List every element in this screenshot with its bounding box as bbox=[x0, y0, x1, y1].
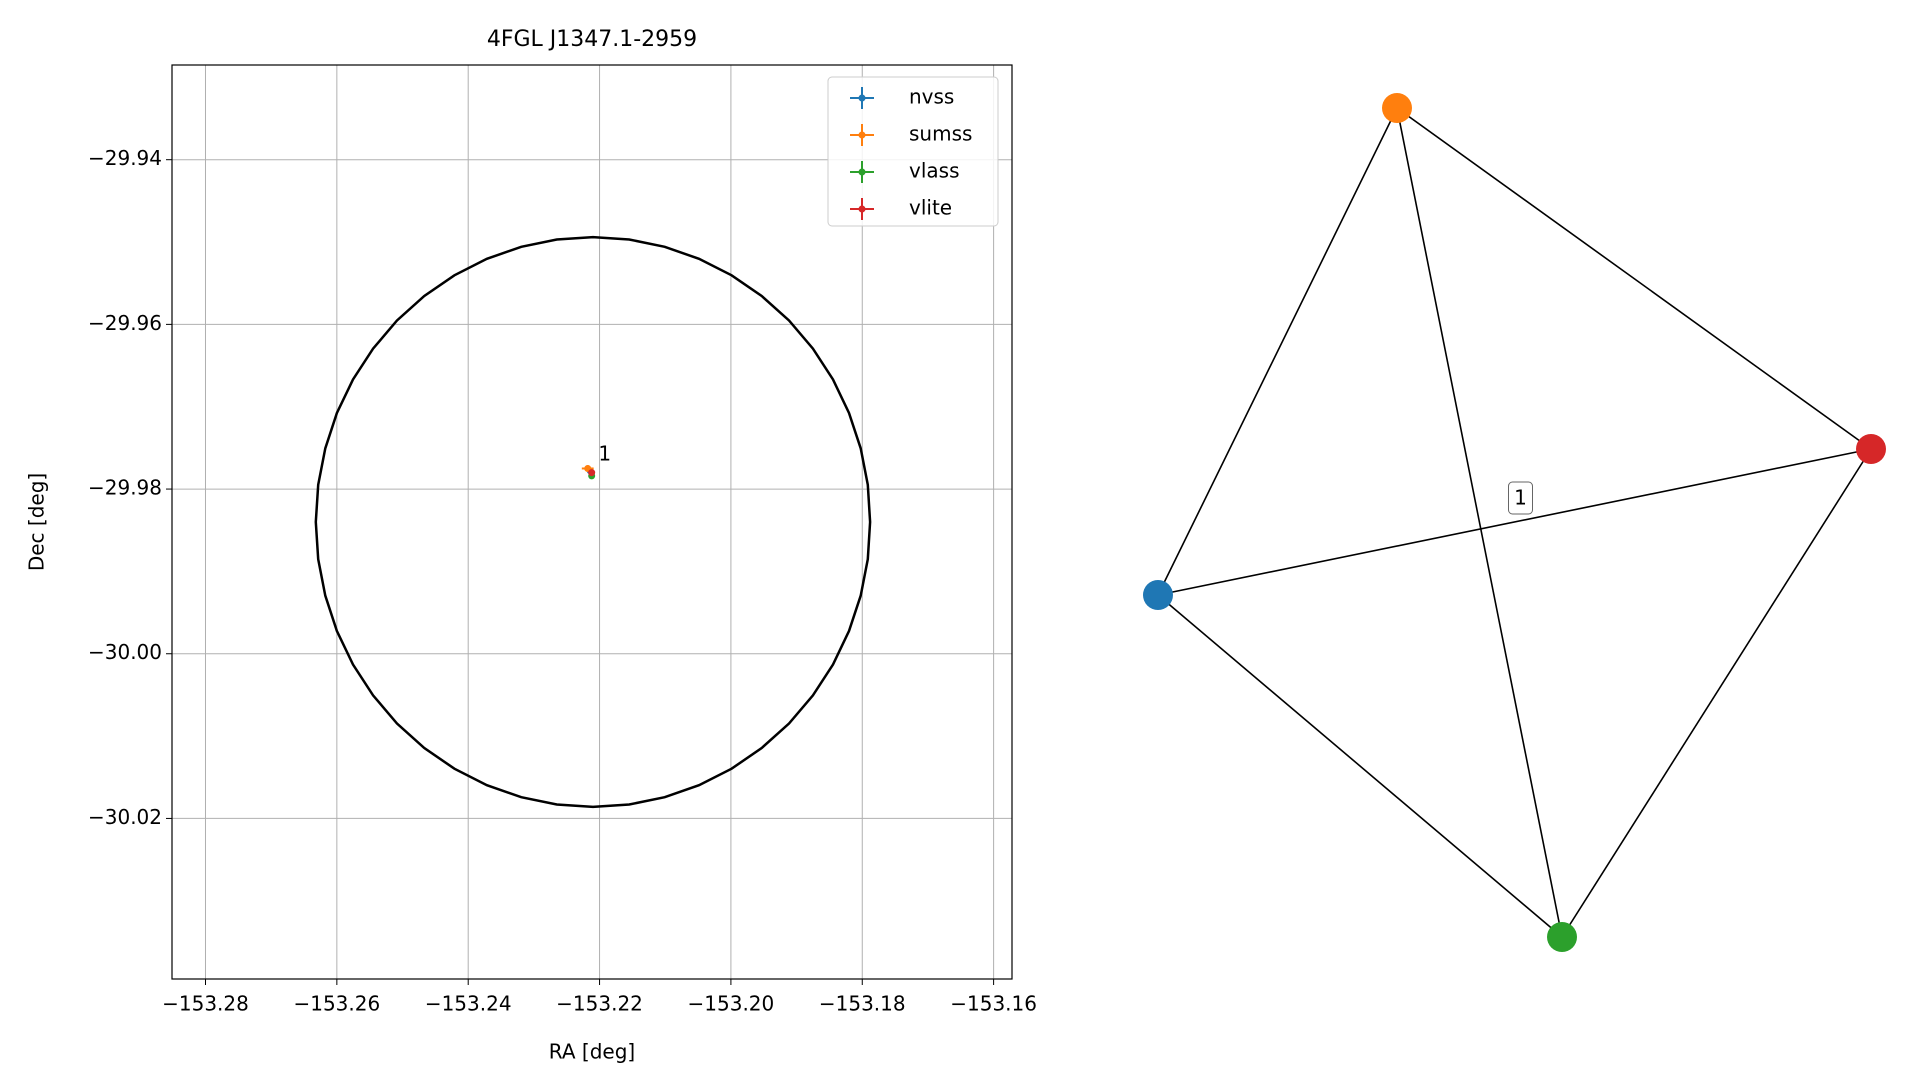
graph-edge bbox=[1157, 448, 1872, 596]
y-tick-label: −30.00 bbox=[88, 640, 162, 664]
axes-frame bbox=[171, 64, 1013, 980]
point bbox=[588, 469, 596, 477]
legend-label: vlite bbox=[909, 196, 952, 220]
graph-node bbox=[1143, 580, 1173, 610]
edge-label-box bbox=[1508, 481, 1533, 515]
graph-edge bbox=[1157, 107, 1398, 596]
y-tick-label: −30.02 bbox=[88, 805, 162, 829]
annotation: 1 bbox=[598, 441, 611, 465]
legend-label: vlass bbox=[909, 159, 960, 183]
plot-area: −153.28 −153.26 −153.24 −153.22 −153.20 −153.… bbox=[88, 64, 1037, 1016]
x-tick-label: −153.28 bbox=[162, 992, 249, 1016]
legend-frame bbox=[827, 76, 999, 227]
y-axis-label: Dec [deg] bbox=[25, 473, 49, 571]
x-tick-label: −153.22 bbox=[556, 992, 643, 1016]
legend-marker bbox=[858, 168, 866, 176]
x-tick-label: −153.18 bbox=[819, 992, 906, 1016]
x-tick-label: −153.16 bbox=[950, 992, 1037, 1016]
edge-label: 1 bbox=[1514, 486, 1527, 510]
graph-edge bbox=[1396, 107, 1872, 450]
legend-marker bbox=[858, 94, 866, 102]
chart-title: 4FGL J1347.1-2959 bbox=[487, 27, 697, 52]
legend-label: sumss bbox=[909, 122, 972, 146]
y-tick-label: −29.96 bbox=[88, 311, 162, 335]
error-region bbox=[314, 235, 872, 809]
x-tick-label: −153.26 bbox=[293, 992, 380, 1016]
graph-node bbox=[1856, 434, 1886, 464]
graph-edge bbox=[1396, 107, 1563, 938]
network-graph: 1 bbox=[1143, 93, 1886, 952]
graph-edge bbox=[1157, 594, 1563, 938]
x-axis-label: RA [deg] bbox=[549, 1040, 635, 1064]
x-tick-label: −153.24 bbox=[425, 992, 512, 1016]
graph-edge bbox=[1561, 448, 1872, 938]
legend-marker bbox=[858, 131, 866, 139]
x-tick-label: −153.20 bbox=[688, 992, 775, 1016]
y-tick-label: −29.94 bbox=[88, 146, 162, 170]
graph-node bbox=[1382, 93, 1412, 123]
y-tick-label: −29.98 bbox=[88, 476, 162, 500]
legend-marker bbox=[858, 205, 866, 213]
legend-label: nvss bbox=[909, 85, 954, 109]
graph-node bbox=[1547, 922, 1577, 952]
